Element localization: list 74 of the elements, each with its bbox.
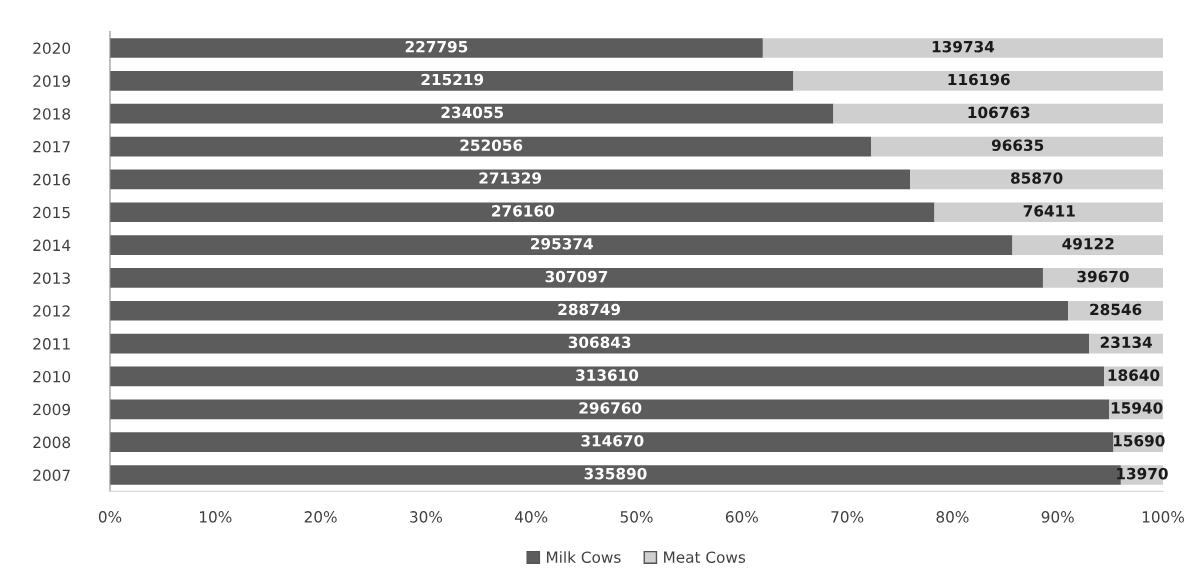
annotation: 49122 xyxy=(1062,237,1114,250)
annotation: 295374 xyxy=(531,237,593,250)
y-tick-label: 2013 xyxy=(33,272,70,284)
annotation: 227795 xyxy=(405,40,468,53)
annotation: 296760 xyxy=(579,402,642,414)
y-tick-label: 2010 xyxy=(33,370,71,383)
annotation: 15940 xyxy=(1111,402,1163,414)
x-tick-label: 80% xyxy=(936,511,969,523)
y-tick-label: 2019 xyxy=(33,75,71,87)
bar xyxy=(110,169,911,190)
annotation: 335890 xyxy=(584,467,647,480)
annotation: 313610 xyxy=(576,369,639,381)
legend-label: Milk Cows xyxy=(546,551,621,563)
bar xyxy=(1012,235,1163,255)
annotation: 96635 xyxy=(991,139,1044,151)
bar xyxy=(110,399,1110,420)
x-tick-label: 20% xyxy=(304,511,337,523)
bar xyxy=(110,235,1013,255)
y-tick-label: 2011 xyxy=(33,338,70,350)
annotation: 106763 xyxy=(968,106,1030,119)
annotation: 23134 xyxy=(1100,336,1153,349)
bar xyxy=(762,38,1163,58)
x-tick-label: 60% xyxy=(725,511,758,523)
y-tick-label: 2012 xyxy=(33,305,70,317)
y-tick-label: 2015 xyxy=(33,206,70,219)
bar xyxy=(833,103,1163,124)
y-tick-label: 2014 xyxy=(33,239,71,252)
annotation: 39670 xyxy=(1077,270,1129,283)
bar xyxy=(910,169,1163,190)
x-tick-label: 30% xyxy=(410,511,443,523)
bar xyxy=(110,103,834,124)
legend-label: Meat Cows xyxy=(664,551,746,563)
annotation: 76411 xyxy=(1023,205,1075,217)
annotation: 139734 xyxy=(932,40,995,53)
bar xyxy=(110,38,763,58)
annotation: 307097 xyxy=(545,270,608,283)
annotation: 276160 xyxy=(492,205,554,217)
y-tick-label: 2020 xyxy=(33,42,71,55)
annotation: 288749 xyxy=(558,303,621,316)
x-tick-label: 70% xyxy=(831,511,864,523)
bar xyxy=(110,202,935,223)
annotation: 85870 xyxy=(1011,172,1063,184)
bar xyxy=(871,136,1163,157)
bar xyxy=(934,202,1163,223)
x-tick-label: 40% xyxy=(514,511,548,523)
annotation: 15690 xyxy=(1113,435,1165,447)
annotation: 306843 xyxy=(568,336,631,349)
bar xyxy=(110,71,794,91)
annotation: 18640 xyxy=(1108,369,1160,381)
bar xyxy=(110,366,1105,387)
x-tick-label: 90% xyxy=(1041,511,1074,523)
annotation: 314670 xyxy=(581,435,644,447)
annotation: 116196 xyxy=(948,73,1010,86)
y-tick-label: 2008 xyxy=(33,436,71,449)
bar xyxy=(793,71,1163,91)
annotation: 28546 xyxy=(1090,303,1142,316)
y-tick-label: 2016 xyxy=(33,173,71,186)
x-tick-label: 50% xyxy=(620,511,653,523)
annotation: 234055 xyxy=(441,106,504,119)
x-tick-label: 0% xyxy=(98,511,122,523)
bar xyxy=(110,136,872,157)
x-tick-label: 10% xyxy=(200,511,232,523)
bar xyxy=(110,300,1069,321)
y-tick-label: 2018 xyxy=(33,108,71,120)
y-tick-label: 2009 xyxy=(33,403,71,416)
bar xyxy=(110,333,1090,354)
annotation: 252056 xyxy=(460,139,523,151)
y-tick-label: 2007 xyxy=(33,469,70,481)
bar xyxy=(110,268,1043,288)
bar xyxy=(110,432,1114,452)
x-tick-label: 100% xyxy=(1142,511,1184,523)
annotation: 215219 xyxy=(421,73,484,86)
annotation: 271329 xyxy=(479,172,542,184)
y-tick-label: 2017 xyxy=(33,141,70,153)
